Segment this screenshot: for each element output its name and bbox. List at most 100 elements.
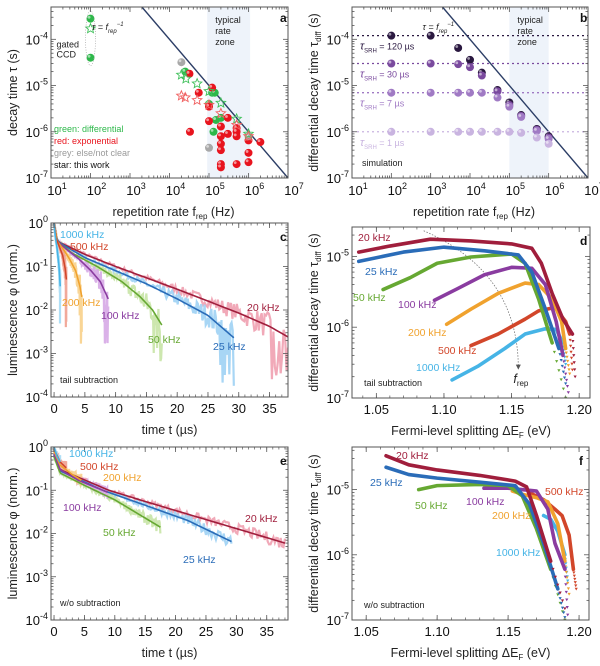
legend-entry: star: this work	[54, 160, 110, 170]
fit-line	[53, 223, 62, 287]
tail-marker	[572, 354, 576, 357]
series-label: 500 kHz	[70, 241, 109, 253]
data-point	[517, 128, 526, 137]
data-point	[493, 93, 502, 102]
data-point-highlight	[479, 128, 482, 132]
gated-ccd-label: CCD	[57, 49, 77, 59]
series-label: 25 kHz	[370, 477, 403, 489]
data-point-highlight	[545, 136, 549, 139]
fit-line	[53, 454, 286, 544]
series-label: 500 kHz	[438, 345, 477, 357]
tail-marker	[562, 376, 567, 380]
data-point	[505, 127, 514, 136]
tail-marker	[566, 391, 570, 394]
tick-label: 103	[126, 181, 145, 198]
tail-marker	[550, 341, 554, 345]
data-point-highlight	[427, 60, 431, 64]
tick-label: 10-4	[26, 611, 48, 628]
data-point-highlight	[218, 123, 221, 127]
tick-label: 104	[166, 181, 185, 198]
data-point-highlight	[534, 127, 537, 131]
tail-marker	[567, 368, 571, 372]
tick-label: 100	[29, 438, 48, 455]
plot-area	[356, 230, 577, 398]
tick-label: 102	[388, 181, 407, 198]
tick-label: 1.10	[424, 624, 449, 639]
plot-frame	[351, 446, 590, 621]
legend-entry: green: differential	[54, 124, 123, 134]
data-point-highlight	[388, 128, 392, 132]
tick-label: 107	[584, 181, 600, 198]
data-point	[426, 31, 435, 40]
data-point	[544, 139, 553, 148]
data-point	[86, 53, 95, 62]
data-point-highlight	[518, 114, 522, 117]
series-line	[432, 265, 565, 358]
data-star	[179, 91, 192, 103]
tick-label: 1.20	[567, 402, 592, 417]
data-point	[209, 127, 218, 136]
tail-marker	[560, 364, 564, 368]
frep-arrow	[423, 230, 519, 369]
panel-letter: f	[579, 454, 584, 468]
reference-line	[441, 7, 588, 178]
series-line	[356, 245, 561, 351]
series-label: 20 kHz	[396, 450, 429, 462]
data-point-highlight	[427, 128, 431, 132]
tail-marker	[563, 575, 567, 579]
tick-label: 1.15	[499, 402, 524, 417]
data-point	[426, 127, 435, 136]
reference-line-label: τ = frep−1	[92, 22, 124, 35]
y-axis-label: luminescence φ (norm.)	[6, 244, 20, 376]
tick-label: 25	[201, 401, 215, 416]
data-point-highlight	[225, 131, 228, 134]
plot-area	[52, 447, 287, 549]
series-label: 25 kHz	[365, 266, 398, 278]
tail-marker	[573, 581, 577, 584]
reference-line-label: τ = frep−1	[423, 22, 455, 35]
series-label: 20 kHz	[245, 513, 278, 525]
tail-marker	[568, 372, 572, 376]
data-point-highlight	[218, 147, 221, 151]
tick-label: 0	[50, 624, 57, 639]
data-point-highlight	[427, 32, 431, 36]
tick-label: 10-5	[327, 481, 349, 498]
fit-line	[53, 447, 61, 463]
tick-label: 106	[545, 181, 564, 198]
tick-label: 10-2	[26, 301, 48, 318]
data-point-highlight	[467, 64, 470, 68]
series-label: 50 kHz	[353, 292, 386, 304]
tick-label: 15	[139, 401, 153, 416]
plot-area	[352, 7, 588, 178]
data-point	[387, 59, 396, 68]
tail-marker	[569, 356, 574, 360]
series-label: 500 kHz	[80, 461, 119, 473]
tail-marker	[563, 366, 567, 370]
tick-label: 0	[50, 401, 57, 416]
tick-label: 107	[284, 181, 303, 198]
data-point	[387, 31, 396, 40]
x-axis-label: time t (µs)	[142, 646, 198, 660]
data-point	[426, 88, 435, 97]
data-point	[387, 127, 396, 136]
fit-line	[53, 223, 235, 339]
data-star	[84, 22, 97, 34]
tail-marker	[565, 355, 569, 359]
plot-area	[52, 223, 288, 386]
data-point-highlight	[427, 89, 431, 93]
tick-label: 10-3	[26, 568, 48, 585]
data-point-highlight	[388, 60, 392, 64]
fit-line	[53, 453, 108, 493]
tail-marker	[572, 571, 576, 575]
series-label: 20 kHz	[247, 302, 280, 314]
data-point-highlight	[206, 145, 210, 148]
tail-marker	[564, 347, 568, 351]
tick-label: 10-4	[327, 30, 349, 47]
series-label: 50 kHz	[148, 334, 181, 346]
tail-marker	[556, 583, 560, 587]
data-point-highlight	[213, 117, 216, 120]
data-point-highlight	[233, 128, 237, 132]
annotation: w/o subtraction	[59, 598, 121, 608]
data-point-highlight	[210, 128, 214, 132]
data-point-highlight	[479, 72, 482, 76]
